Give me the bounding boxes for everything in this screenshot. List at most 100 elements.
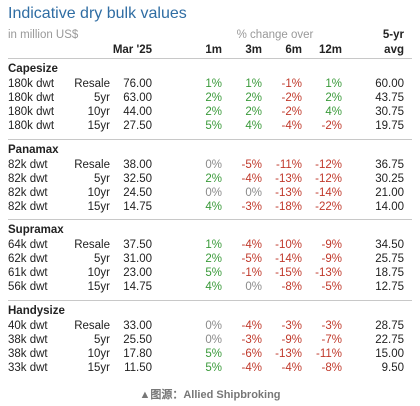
vessel-age: 5yr bbox=[94, 92, 110, 104]
vessel-age: 15yr bbox=[87, 200, 110, 213]
pct-change: -14% bbox=[275, 253, 302, 265]
group-rule bbox=[8, 219, 412, 220]
pct-change: -7% bbox=[321, 333, 342, 346]
pct-change: -12% bbox=[315, 158, 342, 171]
five-year-avg: 43.75 bbox=[375, 92, 404, 104]
five-year-avg: 36.75 bbox=[375, 158, 404, 171]
price: 11.50 bbox=[124, 361, 152, 374]
pct-change: -2% bbox=[321, 120, 342, 132]
pct-change: 0% bbox=[205, 333, 222, 346]
column-header: 6m bbox=[285, 44, 302, 56]
vessel-age: 15yr bbox=[87, 281, 110, 293]
pct-change: -13% bbox=[315, 267, 342, 279]
group-name: Supramax bbox=[8, 224, 64, 236]
pct-change: 5% bbox=[205, 361, 222, 374]
vessel-age: 10yr bbox=[87, 347, 110, 360]
price: 14.75 bbox=[123, 200, 152, 213]
pct-change: 0% bbox=[205, 158, 222, 171]
five-year-avg: 9.50 bbox=[381, 361, 404, 374]
five-year-avg: 21.00 bbox=[375, 186, 404, 199]
five-year-avg: 12.75 bbox=[375, 281, 404, 293]
five-year-avg: 25.75 bbox=[375, 253, 404, 265]
pct-change: 0% bbox=[205, 319, 222, 332]
subtitle: in million US$ bbox=[8, 29, 79, 41]
vessel-size: 62k dwt bbox=[8, 253, 48, 265]
pct-change: -13% bbox=[275, 172, 302, 185]
vessel-size: 38k dwt bbox=[8, 333, 48, 346]
title: Indicative dry bulk values bbox=[8, 5, 187, 22]
five-year-avg: 19.75 bbox=[375, 120, 404, 132]
pct-change: -4% bbox=[281, 120, 302, 132]
pct-change: -4% bbox=[241, 239, 262, 251]
column-header: 1m bbox=[205, 44, 222, 56]
vessel-age: 10yr bbox=[87, 186, 110, 199]
pct-change: -5% bbox=[241, 158, 262, 171]
pct-change: 2% bbox=[245, 106, 262, 118]
pct-change: -9% bbox=[321, 253, 342, 265]
group-name: Handysize bbox=[8, 304, 65, 317]
vessel-size: 40k dwt bbox=[8, 319, 48, 332]
vessel-age: 5yr bbox=[94, 333, 110, 346]
vessel-size: 61k dwt bbox=[8, 267, 48, 279]
vessel-age: 5yr bbox=[94, 253, 110, 265]
pct-change: 4% bbox=[205, 200, 222, 213]
pct-change: -3% bbox=[241, 333, 262, 346]
five-year-avg: 22.75 bbox=[375, 333, 404, 346]
price: 27.50 bbox=[123, 120, 152, 132]
vessel-size: 180k dwt bbox=[8, 120, 55, 132]
pct-change: -14% bbox=[315, 186, 342, 199]
price: 63.00 bbox=[123, 92, 152, 104]
avg-label: 5-yr bbox=[382, 29, 404, 41]
vessel-age: 15yr bbox=[87, 120, 110, 132]
pct-change: -22% bbox=[315, 200, 342, 213]
pct-change: -11% bbox=[276, 158, 302, 171]
pct-change: 5% bbox=[205, 120, 222, 132]
pct-change: 1% bbox=[325, 78, 342, 90]
pct-change: -1% bbox=[281, 78, 302, 90]
price: 44.00 bbox=[123, 106, 152, 118]
pct-change: 4% bbox=[325, 106, 342, 118]
price: 14.75 bbox=[123, 281, 152, 293]
pct-change: 2% bbox=[205, 172, 222, 185]
vessel-age: 5yr bbox=[94, 172, 110, 185]
vessel-size: 180k dwt bbox=[8, 78, 55, 90]
vessel-age: Resale bbox=[74, 319, 110, 332]
vessel-size: 64k dwt bbox=[8, 239, 48, 251]
five-year-avg: 18.75 bbox=[375, 267, 404, 279]
price: 32.50 bbox=[123, 172, 152, 185]
pct-change: 5% bbox=[205, 347, 222, 360]
price: 31.00 bbox=[123, 253, 152, 265]
price: 38.00 bbox=[123, 158, 152, 171]
five-year-avg: 30.75 bbox=[375, 106, 404, 118]
pct-change: 4% bbox=[205, 281, 222, 293]
pct-change: 2% bbox=[205, 106, 222, 118]
pct-change: -10% bbox=[275, 239, 302, 251]
pct-change: -4% bbox=[281, 361, 302, 374]
pct-change: -2% bbox=[281, 92, 302, 104]
source: ▲图源：Allied Shipbroking bbox=[139, 389, 281, 401]
change-label: % change over bbox=[236, 29, 314, 41]
price: 76.00 bbox=[123, 78, 152, 90]
pct-change: -4% bbox=[241, 319, 262, 332]
price: 23.00 bbox=[123, 267, 152, 279]
pct-change: 0% bbox=[245, 186, 262, 199]
pct-change: -9% bbox=[281, 333, 302, 346]
five-year-avg: 15.00 bbox=[375, 347, 404, 360]
pct-change: 2% bbox=[205, 92, 222, 104]
vessel-size: 82k dwt bbox=[8, 158, 48, 171]
price: 37.50 bbox=[123, 239, 152, 251]
pct-change: -2% bbox=[281, 106, 302, 118]
pct-change: 2% bbox=[245, 92, 262, 104]
pct-change: -3% bbox=[321, 319, 342, 332]
five-year-avg: 28.75 bbox=[375, 319, 404, 332]
pct-change: -11% bbox=[316, 347, 342, 360]
pct-change: 0% bbox=[245, 281, 262, 293]
group-name: Capesize bbox=[8, 63, 58, 75]
pct-change: -8% bbox=[321, 361, 342, 374]
vessel-size: 38k dwt bbox=[8, 347, 48, 360]
vessel-age: 10yr bbox=[87, 106, 110, 118]
vessel-size: 82k dwt bbox=[8, 186, 48, 199]
column-header: Mar '25 bbox=[112, 44, 152, 56]
avg-label: avg bbox=[384, 44, 404, 56]
